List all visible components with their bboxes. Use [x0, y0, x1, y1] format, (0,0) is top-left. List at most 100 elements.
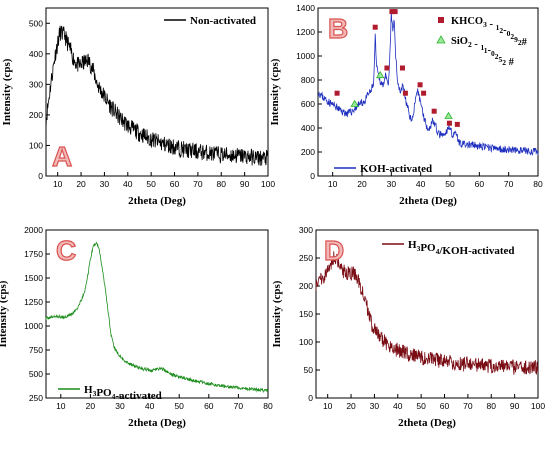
- y-tick-label: 300: [29, 79, 43, 89]
- y-tick-label: 400: [29, 49, 43, 59]
- y-tick-label: 750: [29, 345, 43, 355]
- y-tick-label: 0: [310, 171, 315, 181]
- y-tick-label: 500: [29, 18, 43, 28]
- series-line-0: [317, 11, 539, 156]
- x-tick-label: 30: [370, 401, 380, 411]
- y-tick-label: 200: [301, 147, 315, 157]
- panel-letter: B: [328, 13, 348, 44]
- y-tick-label: 1400: [296, 3, 315, 13]
- legend-marker-label: SiO2 - 11-0252 #: [451, 36, 515, 68]
- x-axis-label: 2theta (Deg): [399, 195, 457, 207]
- x-tick-label: 80: [217, 179, 227, 189]
- y-axis-label: Intensity (cps): [0, 280, 9, 347]
- y-tick-label: 0: [38, 171, 43, 181]
- x-tick-label: 100: [261, 179, 275, 189]
- khco3-marker: [334, 90, 340, 96]
- legend-d: H3PO4/KOH-activated: [382, 239, 515, 257]
- x-tick-label: 60: [170, 179, 180, 189]
- legend-label: H3PO4-activated: [84, 384, 162, 402]
- khco3-marker: [384, 65, 390, 71]
- x-tick-label: 60: [440, 401, 450, 411]
- legend-c: H3PO4-activated: [58, 384, 162, 402]
- x-tick-label: 10: [56, 401, 66, 411]
- y-tick-label: 150: [299, 309, 313, 319]
- chart-panel-b: 10 20 30 40 50 60 70 80020040060080010001200140…: [269, 3, 543, 207]
- y-tick-label: 50: [304, 365, 314, 375]
- khco3-marker: [402, 90, 408, 96]
- x-tick-label: 40: [393, 401, 403, 411]
- sio2-marker: [444, 111, 453, 119]
- x-tick-label: 20: [357, 179, 367, 189]
- y-tick-label: 100: [299, 337, 313, 347]
- panel-letter: D: [324, 235, 344, 266]
- x-tick-label: 60: [204, 401, 214, 411]
- x-tick-label: 70: [193, 179, 203, 189]
- chart-panel-c: 10 20 30 40 50 60 70 80 250 500 750 1000 1250 1500 175…: [0, 225, 273, 429]
- khco3-marker: [392, 9, 398, 15]
- legend-b: KOH-activated: [334, 163, 432, 175]
- series-line-0: [45, 25, 269, 166]
- legend-markers: KHCO3 - 12-0292#SiO2 - 11-0252 #: [436, 16, 528, 68]
- legend-label: Non-activated: [190, 15, 256, 27]
- x-tick-label: 40: [416, 179, 426, 189]
- plot-frame: [45, 229, 269, 399]
- y-tick-label: 1500: [24, 273, 43, 283]
- x-tick-label: 80: [263, 401, 273, 411]
- sio2-marker: [350, 99, 359, 107]
- x-tick-label: 10: [328, 179, 338, 189]
- x-tick-label: 10: [53, 179, 63, 189]
- y-tick-label: 300: [299, 225, 313, 235]
- x-tick-label: 20: [86, 401, 96, 411]
- legend-label: KOH-activated: [360, 163, 432, 175]
- x-tick-label: 30: [100, 179, 110, 189]
- y-tick-label: 1200: [296, 27, 315, 37]
- y-axis-label: Intensity (cps): [271, 280, 283, 347]
- chart-panel-a: 10 20 30 40 50 60 70 80 90 100 0 100 200 300 400 500 2th…: [1, 7, 275, 207]
- legend-label: H3PO4/KOH-activated: [408, 239, 515, 257]
- chart-panel-d: 10 20 30 40 50 60 70 80 90 100 0 50 100 150 200 250 300 2…: [271, 225, 545, 429]
- x-tick-label: 70: [504, 179, 514, 189]
- legend-marker-khco3: [438, 17, 444, 23]
- x-tick-label: 40: [123, 179, 133, 189]
- y-axis-label: Intensity (cps): [1, 58, 13, 125]
- y-tick-label: 600: [301, 99, 315, 109]
- x-tick-label: 90: [240, 179, 250, 189]
- y-tick-label: 250: [29, 393, 43, 403]
- x-tick-label: 80: [533, 179, 543, 189]
- x-tick-label: 50: [146, 179, 156, 189]
- y-tick-label: 500: [29, 369, 43, 379]
- panel-letter: A: [52, 141, 72, 172]
- x-axis-label: 2theta (Deg): [128, 417, 186, 429]
- y-tick-label: 1000: [296, 51, 315, 61]
- x-tick-label: 70: [234, 401, 244, 411]
- y-tick-label: 200: [299, 281, 313, 291]
- x-tick-label: 30: [115, 401, 125, 411]
- x-tick-label: 60: [475, 179, 485, 189]
- x-tick-label: 20: [76, 179, 86, 189]
- plot-frame: [317, 7, 539, 177]
- panel-letter: C: [56, 235, 76, 266]
- khco3-marker: [421, 90, 427, 96]
- y-tick-label: 100: [29, 140, 43, 150]
- series-line-0: [315, 251, 539, 375]
- y-tick-label: 800: [301, 75, 315, 85]
- x-tick-label: 70: [463, 401, 473, 411]
- x-tick-label: 100: [531, 401, 545, 411]
- khco3-marker: [454, 121, 460, 127]
- y-tick-label: 200: [29, 110, 43, 120]
- legend-marker-label: KHCO3 - 12-0292#: [451, 16, 528, 48]
- x-tick-label: 40: [145, 401, 155, 411]
- y-tick-label: 0: [308, 393, 313, 403]
- y-tick-label: 400: [301, 123, 315, 133]
- y-tick-label: 2000: [24, 225, 43, 235]
- legend-a: Non-activated: [164, 15, 256, 27]
- khco3-marker: [446, 120, 452, 126]
- y-axis-label: Intensity (cps): [269, 58, 281, 125]
- series-line-0: [45, 241, 269, 394]
- x-tick-label: 20: [346, 401, 356, 411]
- y-tick-label: 1000: [24, 321, 43, 331]
- plot-frame: [315, 229, 539, 399]
- x-tick-label: 50: [174, 401, 184, 411]
- sio2-marker: [375, 70, 385, 79]
